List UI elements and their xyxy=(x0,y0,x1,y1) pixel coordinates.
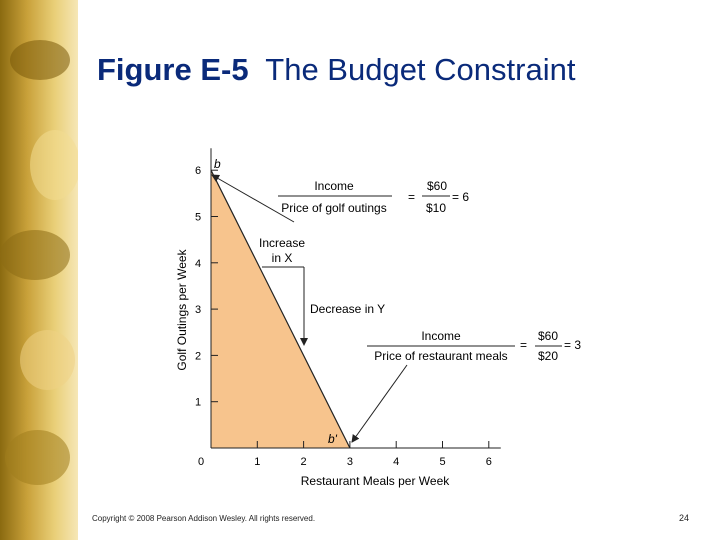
increase-label-line2: in X xyxy=(272,251,293,265)
golf-denominator: Price of golf outings xyxy=(281,201,386,215)
figure-title: The Budget Constraint xyxy=(265,52,576,87)
x-tick-label: 4 xyxy=(393,456,399,468)
y-tick-label: 5 xyxy=(195,212,201,224)
point-label-b-prime: b' xyxy=(328,432,338,446)
page-number: 24 xyxy=(679,513,690,523)
copyright-notice: Copyright © 2008 Pearson Addison Wesley.… xyxy=(92,514,316,523)
rest-result: = 3 xyxy=(564,338,581,352)
x-tick-label: 5 xyxy=(439,456,445,468)
rest-equals: = xyxy=(520,338,527,352)
golf-numerator: Income xyxy=(314,179,354,193)
x-tick-label: 1 xyxy=(254,456,260,468)
y-tick-label: 6 xyxy=(195,165,201,177)
decrease-label: Decrease in Y xyxy=(310,302,385,316)
rest-denominator: Price of restaurant meals xyxy=(374,349,507,363)
golf-numerator-value: $60 xyxy=(427,179,447,193)
x-tick-label: 2 xyxy=(301,456,307,468)
golf-result: = 6 xyxy=(452,190,469,204)
golf-equals: = xyxy=(408,190,415,204)
x-tick-label: 0 xyxy=(198,456,204,468)
rest-arrow xyxy=(351,364,408,443)
point-label-b: b xyxy=(214,157,221,171)
y-tick-label: 4 xyxy=(195,258,201,270)
decorative-sidebar xyxy=(0,0,78,540)
rest-numerator: Income xyxy=(421,329,461,343)
golf-denominator-value: $10 xyxy=(426,201,446,215)
y-tick-label: 3 xyxy=(195,304,201,316)
y-tick-label: 1 xyxy=(195,397,201,409)
y-tick-label: 2 xyxy=(195,350,201,362)
rest-denominator-value: $20 xyxy=(538,349,558,363)
increase-label-line1: Increase xyxy=(259,236,305,250)
x-axis-title: Restaurant Meals per Week xyxy=(301,474,451,488)
axis-ticks: 1 2 3 4 5 6 0 1 2 3 4 5 6 xyxy=(195,165,492,468)
y-axis-title: Golf Outings per Week xyxy=(175,248,189,370)
golf-arrow xyxy=(211,174,295,223)
figure-number: Figure E-5 xyxy=(97,52,249,87)
x-tick-label: 3 xyxy=(347,456,353,468)
slide-title: Figure E-5 The Budget Constraint xyxy=(97,52,575,88)
budget-line xyxy=(210,169,351,449)
rest-numerator-value: $60 xyxy=(538,329,558,343)
x-tick-label: 6 xyxy=(486,456,492,468)
